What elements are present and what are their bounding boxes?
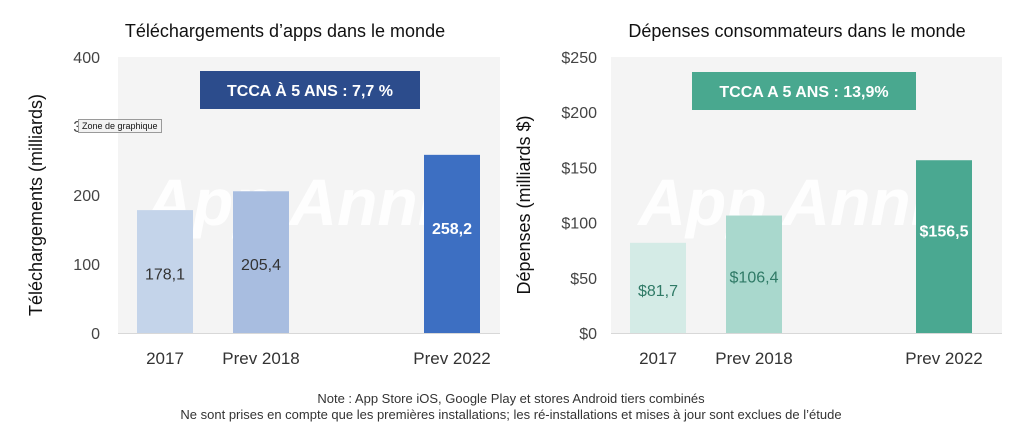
chart1-x-tick-label: Prev 2022	[413, 349, 491, 368]
chart-area-tooltip: Zone de graphique	[78, 119, 162, 133]
chart2-ytick-label: $0	[579, 326, 597, 343]
chart2-bar-value-label: $81,7	[638, 283, 678, 300]
chart1-bar-value-label: 178,1	[145, 267, 185, 284]
chart2-x-tick-label: Prev 2022	[905, 349, 983, 368]
chart2-ytick-label: $100	[561, 216, 597, 233]
chart2-cagr-badge-text: TCCA A 5 ANS : 13,9%	[719, 84, 888, 101]
chart2-bar	[916, 160, 972, 333]
footnote-line-1: Note : App Store iOS, Google Play et sto…	[317, 391, 705, 406]
chart1-watermark: App Annie	[143, 165, 473, 239]
footnote-line-2: Ne sont prises en compte que les premièr…	[180, 407, 842, 422]
chart1-bar-value-label: 205,4	[241, 257, 281, 274]
chart2-ytick-label: $50	[570, 271, 597, 288]
chart1-bar	[424, 154, 480, 333]
chart1-bar	[233, 191, 289, 333]
chart2-y-axis-label: Dépenses (milliards $)	[514, 115, 534, 294]
chart1-cagr-badge	[200, 71, 420, 109]
chart2-watermark: App Annie	[636, 165, 966, 239]
chart1-ytick-label: 100	[73, 257, 100, 274]
chart1-cagr-badge-text: TCCA À 5 ANS : 7,7 %	[227, 81, 393, 100]
chart1-x-tick-label: Prev 2018	[222, 349, 300, 368]
chart2-bar	[726, 215, 782, 333]
chart2-ytick-label: $250	[561, 50, 597, 67]
chart2-x-tick-label: Prev 2018	[715, 349, 793, 368]
chart2-title: Dépenses consommateurs dans le monde	[628, 21, 965, 41]
chart2-bar	[630, 242, 686, 333]
chart1-ytick-label: 0	[91, 326, 100, 343]
chart1-y-axis-label: Téléchargements (milliards)	[26, 94, 46, 316]
chart1-ytick-label: 400	[73, 50, 100, 67]
chart2-ytick-label: $150	[561, 160, 597, 177]
chart2-bar-value-label: $156,5	[920, 224, 969, 241]
chart2-cagr-badge	[692, 72, 916, 110]
chart2-ytick-label: $200	[561, 105, 597, 122]
chart1-x-tick-label: 2017	[146, 349, 184, 368]
chart1-ytick-label: 200	[73, 188, 100, 205]
chart1-bar-value-label: 258,2	[432, 221, 472, 238]
chart2-bar-value-label: $106,4	[730, 269, 779, 286]
chart2-x-tick-label: 2017	[639, 349, 677, 368]
chart1-bar	[137, 210, 193, 333]
chart1-title: Téléchargements d’apps dans le monde	[125, 21, 445, 41]
